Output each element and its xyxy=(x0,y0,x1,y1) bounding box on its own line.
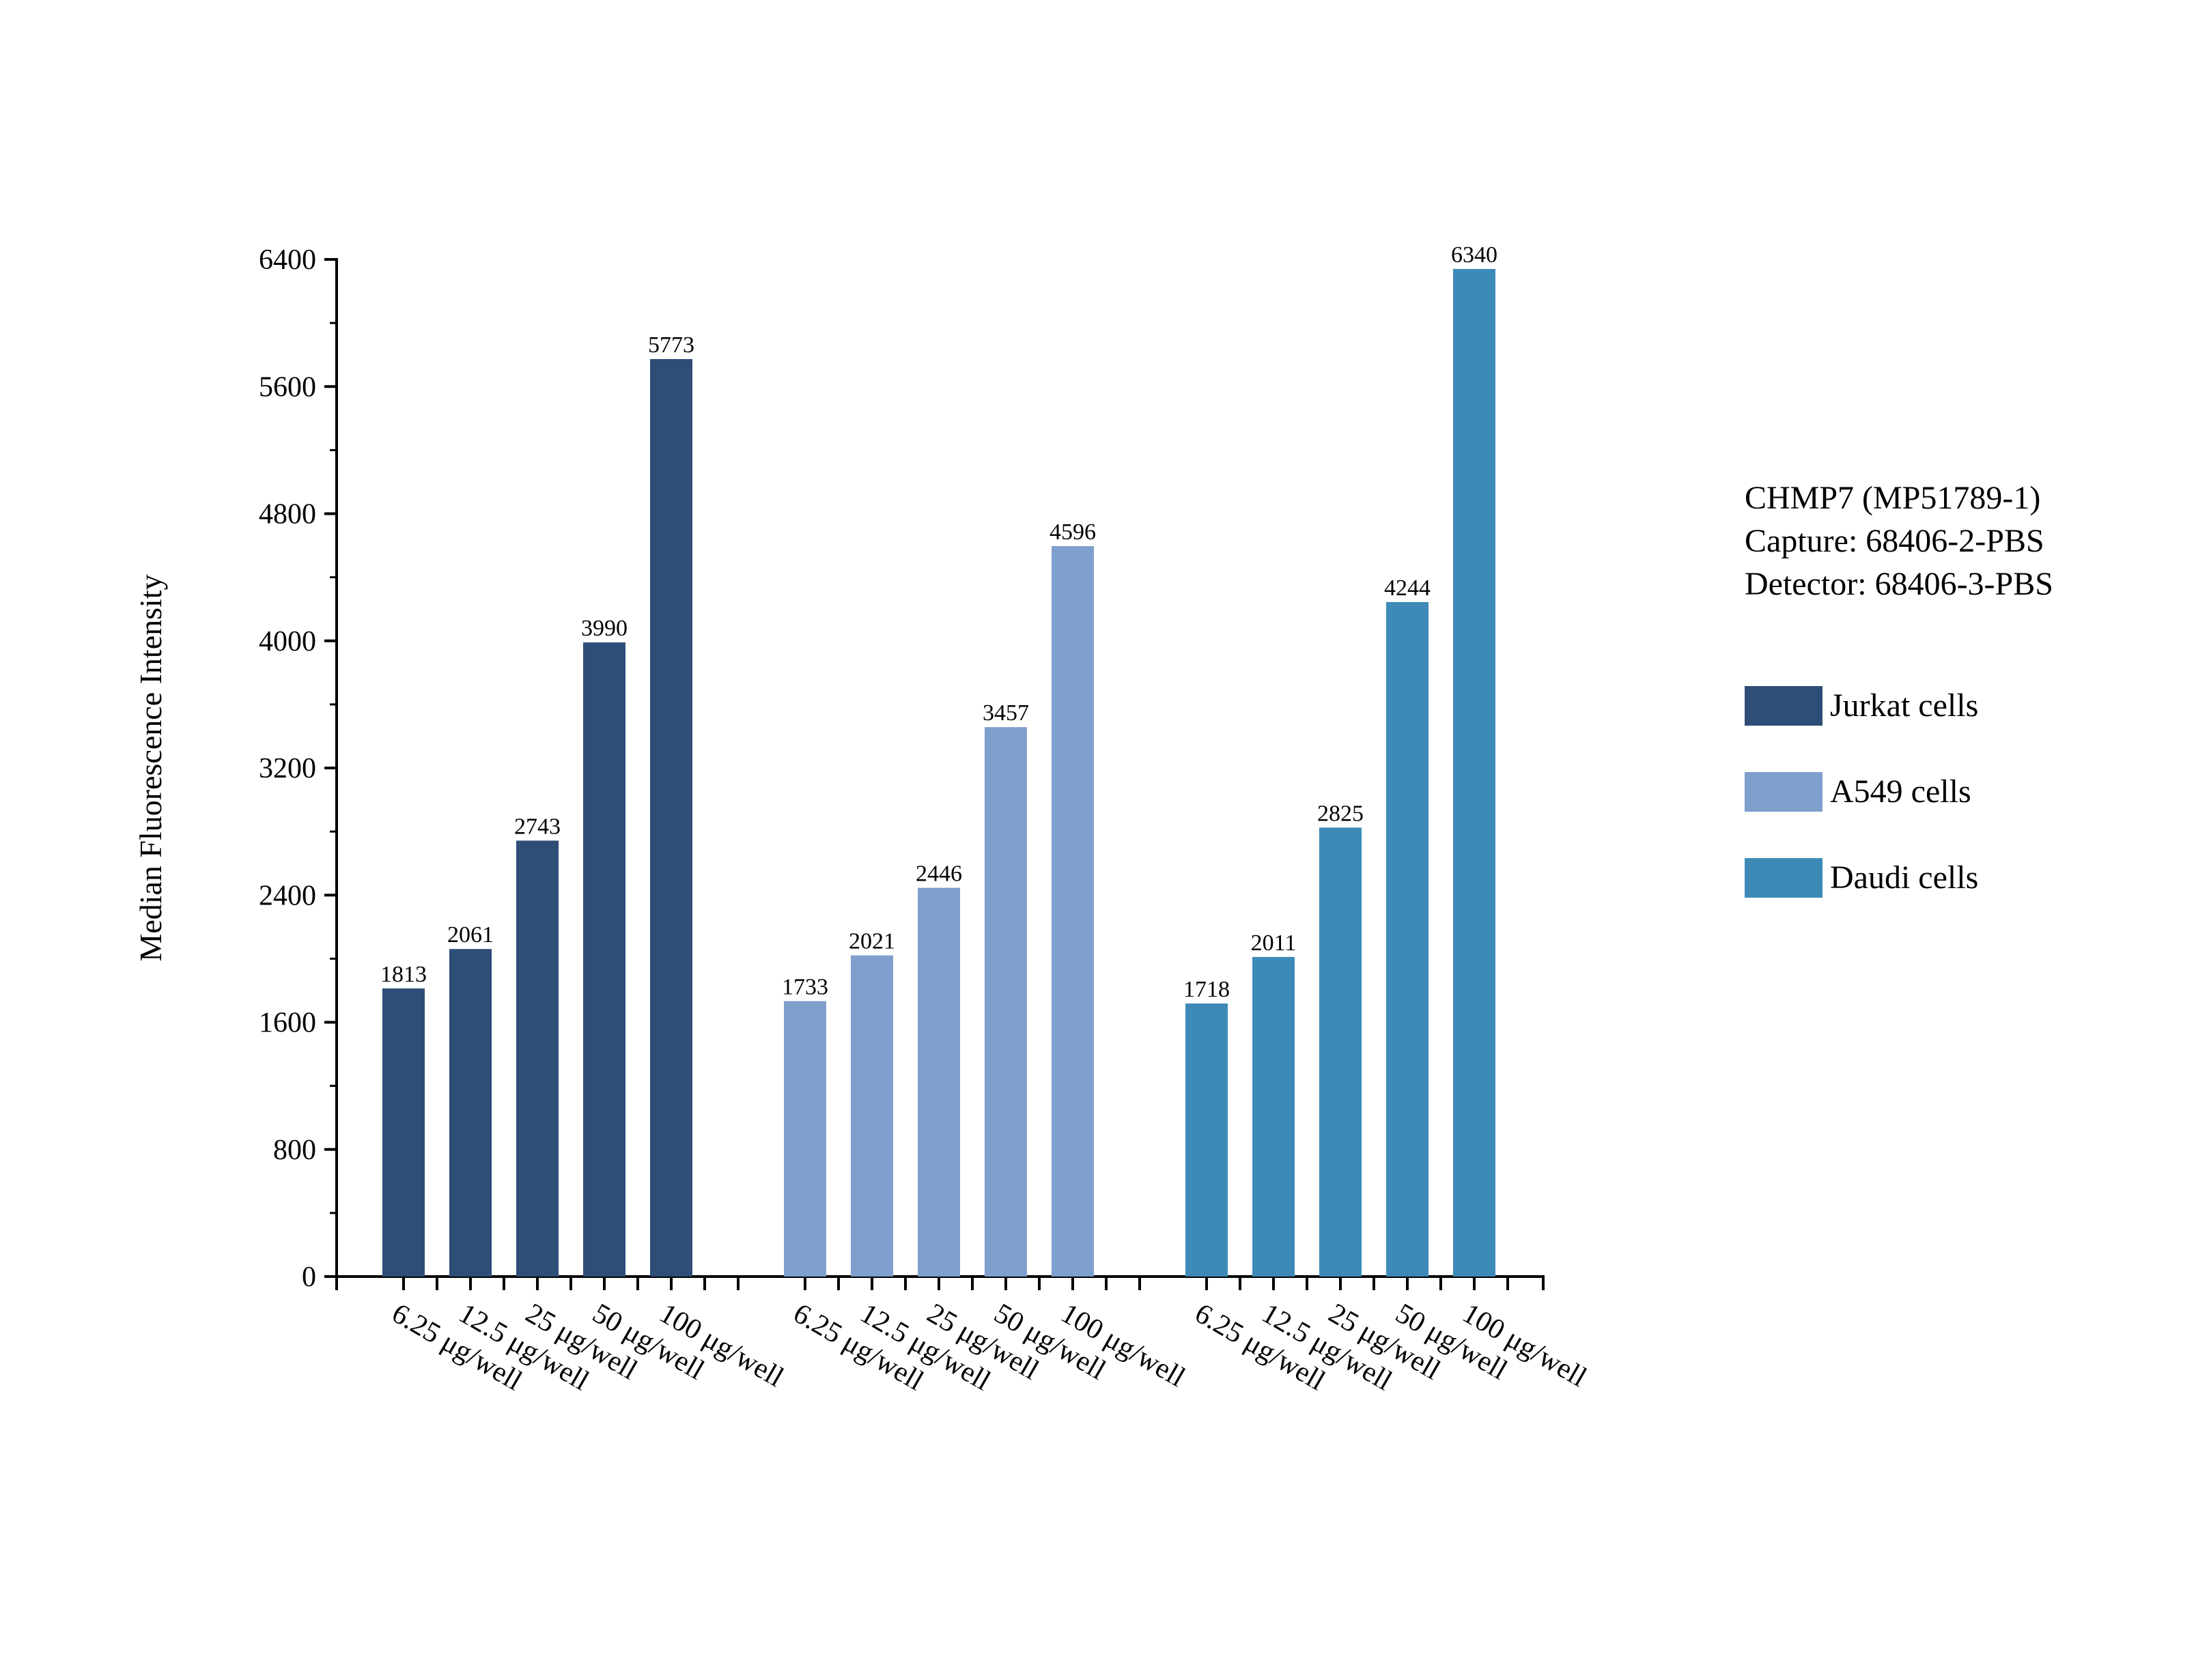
legend-label: Daudi cells xyxy=(1830,859,1978,896)
data-label: 2021 xyxy=(849,928,895,954)
y-tick-label: 4800 xyxy=(259,499,316,530)
legend-swatch xyxy=(1745,772,1822,812)
bar xyxy=(1185,1003,1228,1277)
data-label: 2743 xyxy=(514,814,561,839)
y-tick-label: 0 xyxy=(302,1262,316,1293)
data-label: 6340 xyxy=(1451,242,1497,268)
y-tick-label: 5600 xyxy=(259,371,316,403)
data-label: 1813 xyxy=(380,962,427,987)
data-label: 4596 xyxy=(1050,519,1096,545)
info-line: Capture: 68406-2-PBS xyxy=(1745,523,2044,559)
y-tick-label: 6400 xyxy=(259,244,316,276)
bar xyxy=(1319,827,1362,1277)
bar xyxy=(650,358,692,1277)
y-tick-label: 4000 xyxy=(259,626,316,657)
data-label: 3990 xyxy=(581,616,628,641)
legend-label: A549 cells xyxy=(1830,773,1971,810)
info-line: Detector: 68406-3-PBS xyxy=(1745,566,2053,602)
bar xyxy=(918,887,960,1277)
y-tick-label: 2400 xyxy=(259,880,316,911)
info-line: CHMP7 (MP51789-1) xyxy=(1745,480,2040,516)
bar xyxy=(985,727,1027,1277)
data-label: 3457 xyxy=(983,700,1029,726)
data-label: 2011 xyxy=(1251,930,1297,956)
data-label: 2061 xyxy=(447,922,494,948)
y-axis-title: Median Fluorescence Intensity xyxy=(133,574,168,961)
bar xyxy=(1386,601,1428,1277)
bars xyxy=(382,268,1495,1277)
y-tick-label: 3200 xyxy=(259,753,316,784)
bar xyxy=(1252,956,1295,1277)
bar xyxy=(1453,268,1495,1277)
bar xyxy=(449,949,492,1277)
data-label: 1733 xyxy=(782,975,828,1000)
legend-label: Jurkat cells xyxy=(1830,687,1978,724)
legend-swatch xyxy=(1745,686,1822,726)
data-label: 5773 xyxy=(648,332,694,358)
bar xyxy=(382,988,425,1277)
y-tick-label: 800 xyxy=(273,1135,316,1166)
data-label: 2825 xyxy=(1317,801,1364,826)
data-label: 1718 xyxy=(1183,977,1230,1002)
y-tick-label: 1600 xyxy=(259,1008,316,1039)
legend: Jurkat cells A549 cells Daudi cells xyxy=(1745,686,1978,898)
axes: 0 800 1600 2400 3200 4000 4800 5600 6400 xyxy=(259,244,1545,1293)
bar xyxy=(516,840,559,1277)
bar xyxy=(583,642,625,1277)
bar xyxy=(1052,545,1094,1277)
bar xyxy=(784,1001,826,1277)
data-label: 4244 xyxy=(1384,575,1431,601)
info-text-block: CHMP7 (MP51789-1) Capture: 68406-2-PBS Det… xyxy=(1745,480,2053,602)
legend-swatch xyxy=(1745,858,1822,898)
bar xyxy=(851,955,893,1277)
data-label: 2446 xyxy=(916,862,962,887)
